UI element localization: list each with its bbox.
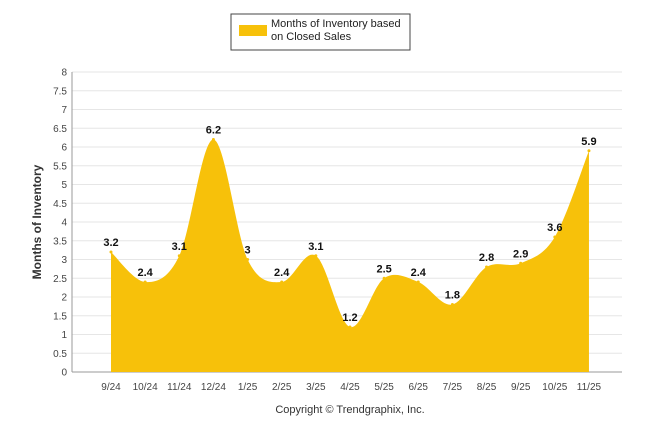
data-label: 2.4 bbox=[137, 267, 153, 279]
data-point bbox=[450, 303, 454, 306]
y-tick-label: 4 bbox=[61, 218, 67, 229]
y-tick-label: 4.5 bbox=[53, 199, 67, 210]
area-series bbox=[111, 139, 589, 372]
y-tick-label: 7.5 bbox=[53, 86, 67, 97]
legend-label-line-2: on Closed Sales bbox=[271, 31, 352, 43]
data-point bbox=[177, 254, 181, 258]
x-tick-label: 10/24 bbox=[133, 382, 158, 393]
data-label: 5.9 bbox=[581, 136, 596, 148]
data-label: 2.5 bbox=[376, 263, 391, 275]
y-tick-label: 5 bbox=[61, 180, 67, 191]
data-label: 3.1 bbox=[308, 241, 323, 253]
x-tick-label: 6/25 bbox=[409, 382, 429, 393]
x-tick-label: 9/25 bbox=[511, 382, 531, 393]
data-point bbox=[211, 138, 215, 141]
y-axis-title: Months of Inventory bbox=[30, 164, 44, 279]
x-tick-label: 4/25 bbox=[340, 382, 360, 393]
data-label: 1.2 bbox=[342, 312, 357, 324]
data-label: 1.8 bbox=[445, 290, 460, 302]
data-point bbox=[485, 265, 489, 269]
y-tick-label: 5.5 bbox=[53, 161, 67, 172]
data-point bbox=[246, 258, 250, 261]
y-tick-label: 0.5 bbox=[53, 349, 67, 360]
x-tick-label: 2/25 bbox=[272, 382, 292, 393]
data-point bbox=[143, 280, 147, 284]
data-labels: 3.2 2.4 3.1 6.2 3 2.4 3.1 1.2 2.5 2.4 1.8 2.8 2.9 3.6… bbox=[103, 125, 597, 329]
data-label: 3 bbox=[244, 245, 250, 257]
data-label: 3.6 bbox=[547, 222, 562, 234]
data-point bbox=[553, 235, 557, 239]
data-label: 3.1 bbox=[172, 241, 187, 253]
x-tick-label: 7/25 bbox=[443, 382, 463, 393]
copyright-text: Copyright © Trendgraphix, Inc. bbox=[275, 404, 424, 416]
y-tick-label: 7 bbox=[61, 105, 67, 116]
data-point bbox=[280, 280, 284, 284]
y-tick-label: 0 bbox=[61, 368, 67, 379]
y-tick-label: 3 bbox=[61, 255, 67, 266]
x-tick-label: 12/24 bbox=[201, 382, 226, 393]
plot-area bbox=[111, 139, 589, 372]
x-tick-label: 11/24 bbox=[167, 382, 192, 393]
y-tick-label: 2 bbox=[61, 293, 67, 304]
x-tick-label: 8/25 bbox=[477, 382, 497, 393]
x-tick-label: 10/25 bbox=[542, 382, 567, 393]
x-tick-label: 3/25 bbox=[306, 382, 326, 393]
data-point bbox=[314, 254, 318, 258]
y-tick-label: 1 bbox=[61, 330, 67, 341]
y-tick-label: 6.5 bbox=[53, 124, 67, 135]
chart-legend: Months of Inventory based on Closed Sale… bbox=[230, 13, 411, 51]
x-tick-label: 5/25 bbox=[374, 382, 394, 393]
legend-label-line-1: Months of Inventory based bbox=[271, 18, 401, 30]
data-label: 2.4 bbox=[274, 267, 290, 279]
data-point bbox=[587, 149, 591, 153]
data-point bbox=[348, 325, 352, 329]
data-point bbox=[519, 261, 523, 265]
data-label: 2.8 bbox=[479, 252, 494, 264]
data-label: 3.2 bbox=[103, 237, 118, 249]
y-axis-ticks: 0 0.5 1 1.5 2 2.5 3 3.5 4 4.5 5 5.5 6 6.5 7 7.5 8 bbox=[53, 68, 67, 379]
data-label: 6.2 bbox=[206, 125, 221, 137]
y-tick-label: 6 bbox=[61, 143, 67, 154]
data-point bbox=[382, 276, 386, 280]
legend-swatch bbox=[239, 25, 267, 36]
data-point bbox=[109, 250, 113, 254]
y-tick-label: 1.5 bbox=[53, 311, 67, 322]
x-tick-label: 11/25 bbox=[577, 382, 602, 393]
x-tick-label: 9/24 bbox=[101, 382, 121, 393]
y-tick-label: 2.5 bbox=[53, 274, 67, 285]
x-axis-ticks: 9/24 10/24 11/24 12/24 1/25 2/25 3/25 4/25 5/25 6… bbox=[101, 382, 601, 393]
data-label: 2.9 bbox=[513, 248, 528, 260]
data-point bbox=[416, 280, 420, 284]
x-tick-label: 1/25 bbox=[238, 382, 258, 393]
y-tick-label: 8 bbox=[61, 68, 67, 79]
y-tick-label: 3.5 bbox=[53, 236, 67, 247]
data-label: 2.4 bbox=[411, 267, 427, 279]
